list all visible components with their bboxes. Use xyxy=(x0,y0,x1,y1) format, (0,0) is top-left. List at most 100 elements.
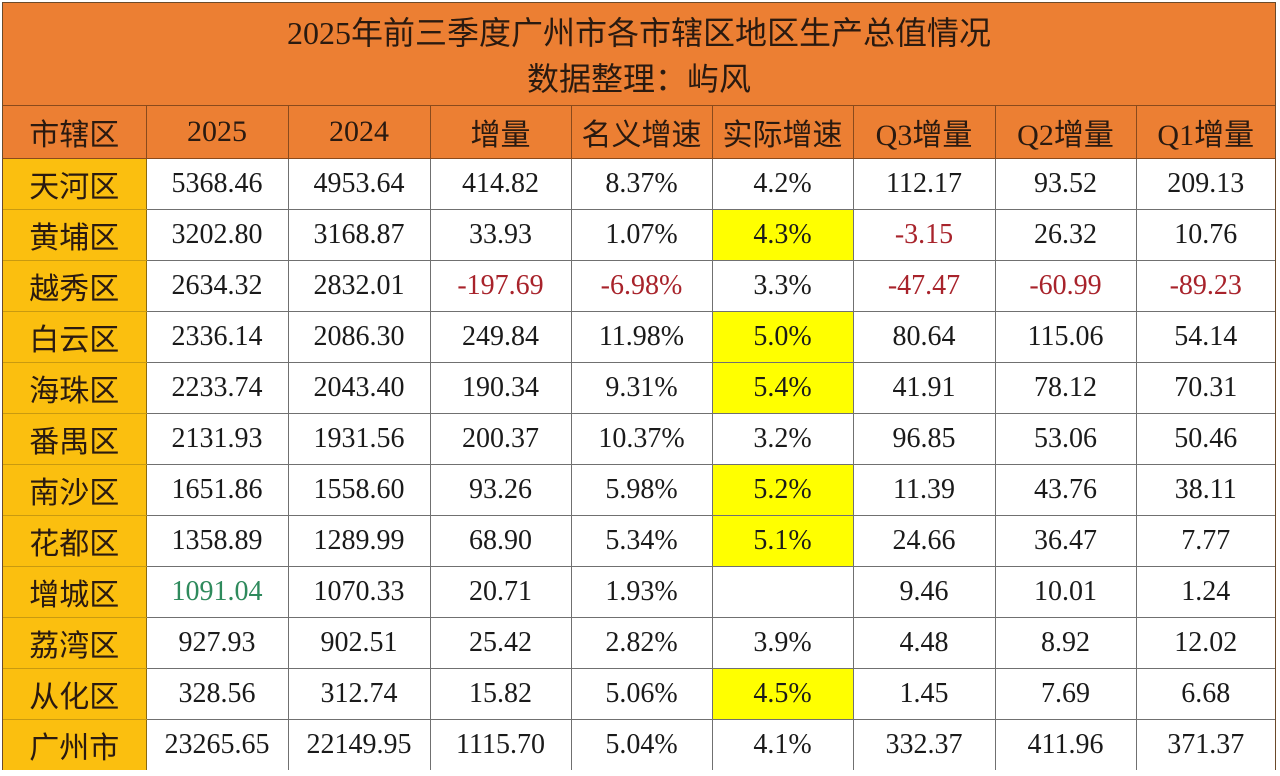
increment-cell: 200.37 xyxy=(430,413,572,465)
gdp-2024-cell: 22149.95 xyxy=(288,719,431,770)
increment-cell: 25.42 xyxy=(430,617,572,669)
header-2025: 2025 xyxy=(146,106,289,159)
real-growth-cell: 4.1% xyxy=(712,719,854,770)
table-row: 黄埔区 3202.80 3168.87 33.93 1.07% 4.3% -3.… xyxy=(3,209,1275,261)
district-cell: 南沙区 xyxy=(3,464,147,516)
nominal-growth-cell: 8.37% xyxy=(571,158,713,210)
increment-cell: 68.90 xyxy=(430,515,572,567)
increment-cell: 249.84 xyxy=(430,311,572,363)
gdp-2024-cell: 2832.01 xyxy=(288,260,431,312)
increment-cell: 1115.70 xyxy=(430,719,572,770)
q2-increment-cell: 26.32 xyxy=(995,209,1137,261)
q3-increment-cell: 24.66 xyxy=(853,515,996,567)
q3-increment-cell: 9.46 xyxy=(853,566,996,618)
real-growth-cell-highlighted: 5.2% xyxy=(712,464,854,516)
q1-increment-cell: 7.77 xyxy=(1136,515,1275,567)
real-growth-cell: 3.9% xyxy=(712,617,854,669)
q3-increment-cell: 4.48 xyxy=(853,617,996,669)
q2-increment-cell: -60.99 xyxy=(995,260,1137,312)
district-cell: 番禺区 xyxy=(3,413,147,465)
gdp-2025-cell: 328.56 xyxy=(146,668,289,720)
real-growth-cell: 3.3% xyxy=(712,260,854,312)
q1-increment-cell: -89.23 xyxy=(1136,260,1275,312)
q2-increment-cell: 53.06 xyxy=(995,413,1137,465)
q1-increment-cell: 10.76 xyxy=(1136,209,1275,261)
q1-increment-cell: 371.37 xyxy=(1136,719,1275,770)
nominal-growth-cell: 9.31% xyxy=(571,362,713,414)
q2-increment-cell: 7.69 xyxy=(995,668,1137,720)
q1-increment-cell: 6.68 xyxy=(1136,668,1275,720)
q1-increment-cell: 12.02 xyxy=(1136,617,1275,669)
table-row: 花都区 1358.89 1289.99 68.90 5.34% 5.1% 24.… xyxy=(3,515,1275,567)
q3-increment-cell: 80.64 xyxy=(853,311,996,363)
q2-increment-cell: 115.06 xyxy=(995,311,1137,363)
q3-increment-cell: 41.91 xyxy=(853,362,996,414)
table-subtitle-author: 数据整理：屿风 xyxy=(526,61,751,97)
district-cell: 荔湾区 xyxy=(3,617,147,669)
table-row: 白云区 2336.14 2086.30 249.84 11.98% 5.0% 8… xyxy=(3,311,1275,363)
title-block: 2025年前三季度广州市各市辖区地区生产总值情况 数据整理：屿风 xyxy=(3,3,1275,106)
increment-cell: -197.69 xyxy=(430,260,572,312)
district-cell: 增城区 xyxy=(3,566,147,618)
nominal-growth-cell: 5.06% xyxy=(571,668,713,720)
header-q3-increment: Q3增量 xyxy=(853,106,996,159)
real-growth-cell-highlighted: 5.4% xyxy=(712,362,854,414)
q1-increment-cell: 209.13 xyxy=(1136,158,1275,210)
table-row: 天河区 5368.46 4953.64 414.82 8.37% 4.2% 11… xyxy=(3,158,1275,210)
real-growth-cell: 3.2% xyxy=(712,413,854,465)
district-cell: 黄埔区 xyxy=(3,209,147,261)
nominal-growth-cell: 2.82% xyxy=(571,617,713,669)
q2-increment-cell: 36.47 xyxy=(995,515,1137,567)
city-total-cell: 广州市 xyxy=(3,719,147,770)
q2-increment-cell: 411.96 xyxy=(995,719,1137,770)
real-growth-cell-highlighted: 5.1% xyxy=(712,515,854,567)
district-cell: 花都区 xyxy=(3,515,147,567)
gdp-2025-cell: 927.93 xyxy=(146,617,289,669)
header-q1-increment: Q1增量 xyxy=(1136,106,1275,159)
table-row: 增城区 1091.04 1070.33 20.71 1.93% 9.46 10.… xyxy=(3,566,1275,618)
gdp-2024-cell: 1931.56 xyxy=(288,413,431,465)
gdp-2024-cell: 3168.87 xyxy=(288,209,431,261)
header-district: 市辖区 xyxy=(3,106,147,159)
gdp-2024-cell: 1558.60 xyxy=(288,464,431,516)
gdp-2024-cell: 902.51 xyxy=(288,617,431,669)
table-row: 荔湾区 927.93 902.51 25.42 2.82% 3.9% 4.48 … xyxy=(3,617,1275,669)
total-row: 广州市 23265.65 22149.95 1115.70 5.04% 4.1%… xyxy=(3,719,1275,770)
gdp-2025-cell: 3202.80 xyxy=(146,209,289,261)
table-row: 从化区 328.56 312.74 15.82 5.06% 4.5% 1.45 … xyxy=(3,668,1275,720)
header-2024: 2024 xyxy=(288,106,431,159)
increment-cell: 15.82 xyxy=(430,668,572,720)
real-growth-cell-highlighted: 4.3% xyxy=(712,209,854,261)
q3-increment-cell: 112.17 xyxy=(853,158,996,210)
nominal-growth-cell: 10.37% xyxy=(571,413,713,465)
nominal-growth-cell: 1.07% xyxy=(571,209,713,261)
gdp-2025-cell: 2336.14 xyxy=(146,311,289,363)
header-nominal-growth: 名义增速 xyxy=(571,106,713,159)
header-q2-increment: Q2增量 xyxy=(995,106,1137,159)
district-cell: 海珠区 xyxy=(3,362,147,414)
increment-cell: 93.26 xyxy=(430,464,572,516)
real-growth-cell-highlighted: 4.5% xyxy=(712,668,854,720)
gdp-2025-cell: 1358.89 xyxy=(146,515,289,567)
gdp-2025-cell: 1091.04 xyxy=(146,566,289,618)
header-real-growth: 实际增速 xyxy=(712,106,854,159)
nominal-growth-cell: 5.34% xyxy=(571,515,713,567)
gdp-2025-cell: 23265.65 xyxy=(146,719,289,770)
nominal-growth-cell: 5.04% xyxy=(571,719,713,770)
district-cell: 天河区 xyxy=(3,158,147,210)
district-cell: 从化区 xyxy=(3,668,147,720)
gdp-2025-cell: 2233.74 xyxy=(146,362,289,414)
district-cell: 白云区 xyxy=(3,311,147,363)
increment-cell: 190.34 xyxy=(430,362,572,414)
q2-increment-cell: 43.76 xyxy=(995,464,1137,516)
real-growth-cell: 4.2% xyxy=(712,158,854,210)
increment-cell: 33.93 xyxy=(430,209,572,261)
q2-increment-cell: 8.92 xyxy=(995,617,1137,669)
gdp-2025-cell: 1651.86 xyxy=(146,464,289,516)
nominal-growth-cell: 1.93% xyxy=(571,566,713,618)
q1-increment-cell: 54.14 xyxy=(1136,311,1275,363)
q1-increment-cell: 38.11 xyxy=(1136,464,1275,516)
real-growth-cell-empty xyxy=(712,566,854,618)
gdp-2024-cell: 4953.64 xyxy=(288,158,431,210)
